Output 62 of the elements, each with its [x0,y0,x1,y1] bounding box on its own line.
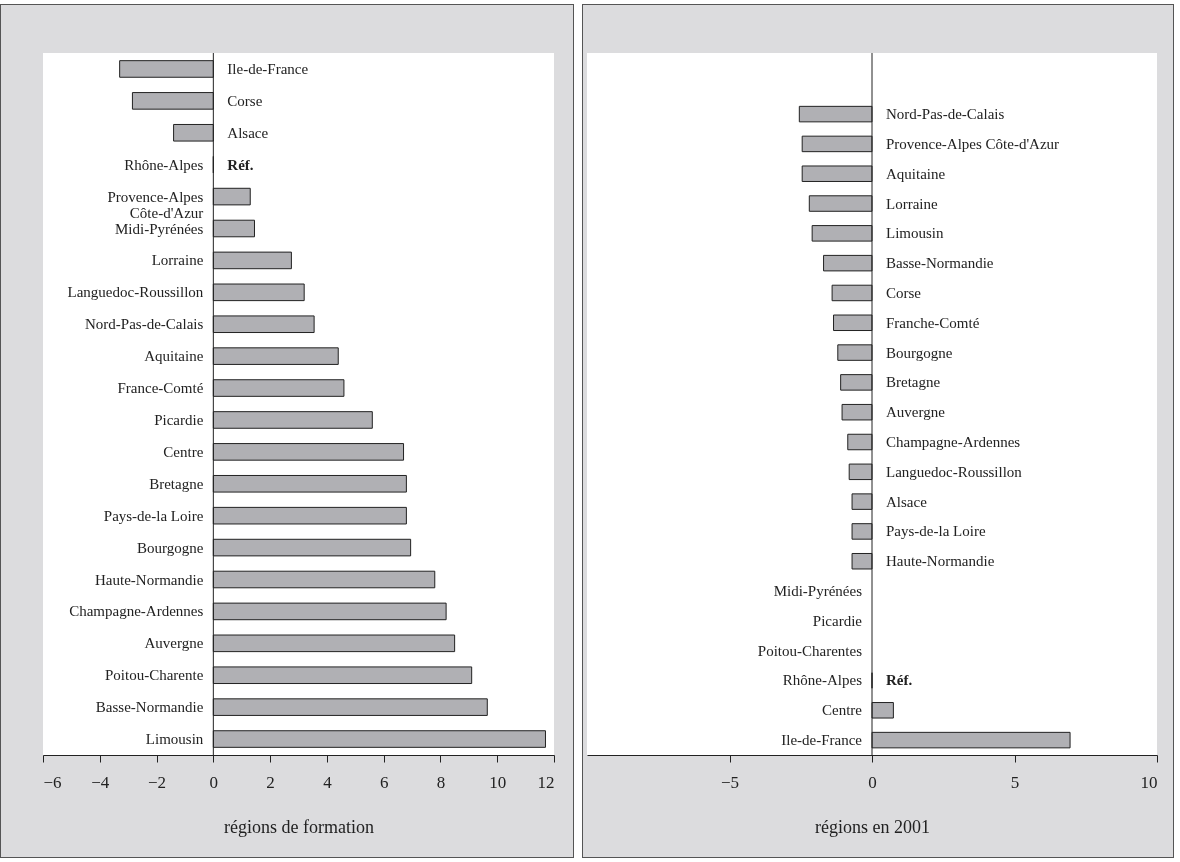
x-tick-label: −6 [43,772,62,792]
x-tick-label: 4 [323,772,333,792]
annotation: Réf. [227,156,254,173]
annotation: Réf. [886,672,913,689]
y-tick-label: Provence-Alpes Côte-d'Azur [107,188,204,221]
y-tick-label: Champagne-Ardennes [69,603,204,620]
y-tick-label: Midi-Pyrénées [115,220,204,237]
y-tick-label: Basse-Normandie [886,255,994,272]
y-tick-label: Alsace [886,493,928,510]
x-tick-label: 5 [1010,772,1020,792]
y-tick-label: Limousin [145,731,204,748]
y-tick-label: Bretagne [886,374,941,391]
y-tick-label: Centre [822,702,863,719]
y-tick-label: Auvergne [144,635,204,652]
y-tick-label: Languedoc-Roussillon [886,463,1023,480]
y-tick-label: Aquitaine [886,165,946,182]
y-tick-label: Haute-Normandie [95,571,204,588]
x-axis-title: régions de formation [224,816,374,837]
y-tick-label: Nord-Pas-de-Calais [85,316,204,333]
y-tick-label: Corse [886,284,922,301]
y-tick-label: Champagne-Ardennes [886,434,1021,451]
y-tick-label: Languedoc-Roussillon [67,284,204,301]
y-tick-label: Ile-de-France [227,60,309,77]
y-tick-label: Alsace [227,124,269,141]
x-tick-label: 12 [537,772,555,792]
y-tick-label: Lorraine [151,252,204,269]
x-axis-title: régions en 2001 [815,816,930,837]
y-tick-label: Corse [227,92,263,109]
y-tick-label: Picardie [154,411,204,428]
x-tick-label: 8 [436,772,446,792]
y-tick-label: Ile-de-France [781,732,863,749]
y-tick-label: Centre [163,443,204,460]
x-tick-label: −2 [148,772,167,792]
x-tick-label: −5 [720,772,740,792]
y-tick-label: Aquitaine [144,348,204,365]
y-tick-label: Franche-Comté [886,314,980,331]
y-tick-label: Poitou-Charentes [757,642,863,659]
y-tick-label: Provence-Alpes Côte-d'Azur [886,135,1060,152]
y-tick-label: Auvergne [886,404,946,421]
y-tick-label: Pays-de-la Loire [886,523,986,540]
x-tick-label: −4 [91,772,110,792]
y-tick-label: Limousin [886,225,944,242]
y-tick-label: Picardie [812,612,863,629]
x-tick-label: 6 [379,772,389,792]
x-tick-label: 10 [1140,772,1158,792]
x-tick-label: 0 [209,772,219,792]
y-tick-label: Pays-de-la Loire [103,507,204,524]
x-tick-label: 0 [868,772,877,792]
y-tick-label: Bourgogne [886,344,953,361]
y-tick-label: Haute-Normandie [886,553,995,570]
y-tick-label: Basse-Normandie [95,699,204,716]
x-tick-label: 2 [266,772,275,792]
y-tick-label: Bretagne [149,475,204,492]
y-tick-label: Rhône-Alpes [782,672,863,689]
y-tick-label: Midi-Pyrénées [773,583,863,600]
y-tick-label: France-Comté [117,380,204,397]
y-tick-label: Lorraine [886,195,938,212]
x-tick-label: 10 [489,772,507,792]
y-tick-label: Bourgogne [136,539,204,556]
y-tick-label: Rhône-Alpes [124,156,204,173]
y-tick-label: Nord-Pas-de-Calais [886,106,1005,123]
y-tick-label: Poitou-Charente [105,667,204,684]
